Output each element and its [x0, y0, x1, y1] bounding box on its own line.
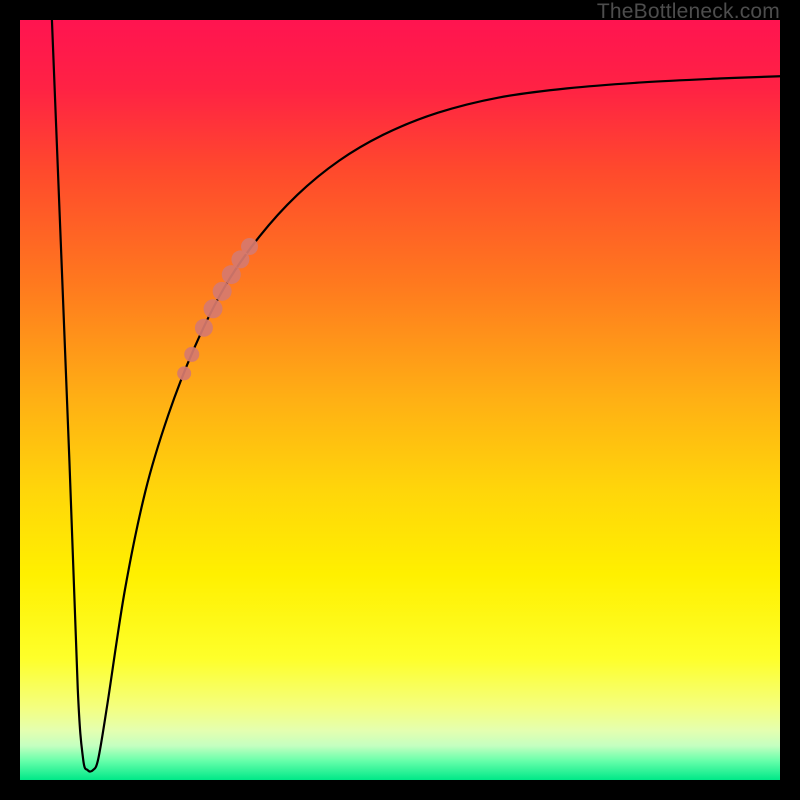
- marker-dot: [184, 347, 199, 362]
- marker-dot: [204, 299, 223, 318]
- plot-svg: [20, 20, 780, 780]
- plot-area: [20, 20, 780, 780]
- chart-frame: TheBottleneck.com: [0, 0, 800, 800]
- watermark-text: TheBottleneck.com: [597, 0, 780, 24]
- marker-dot: [195, 319, 213, 337]
- gradient-background: [20, 20, 780, 780]
- marker-dot: [213, 282, 232, 301]
- marker-dot: [177, 366, 191, 380]
- marker-dot: [241, 238, 258, 255]
